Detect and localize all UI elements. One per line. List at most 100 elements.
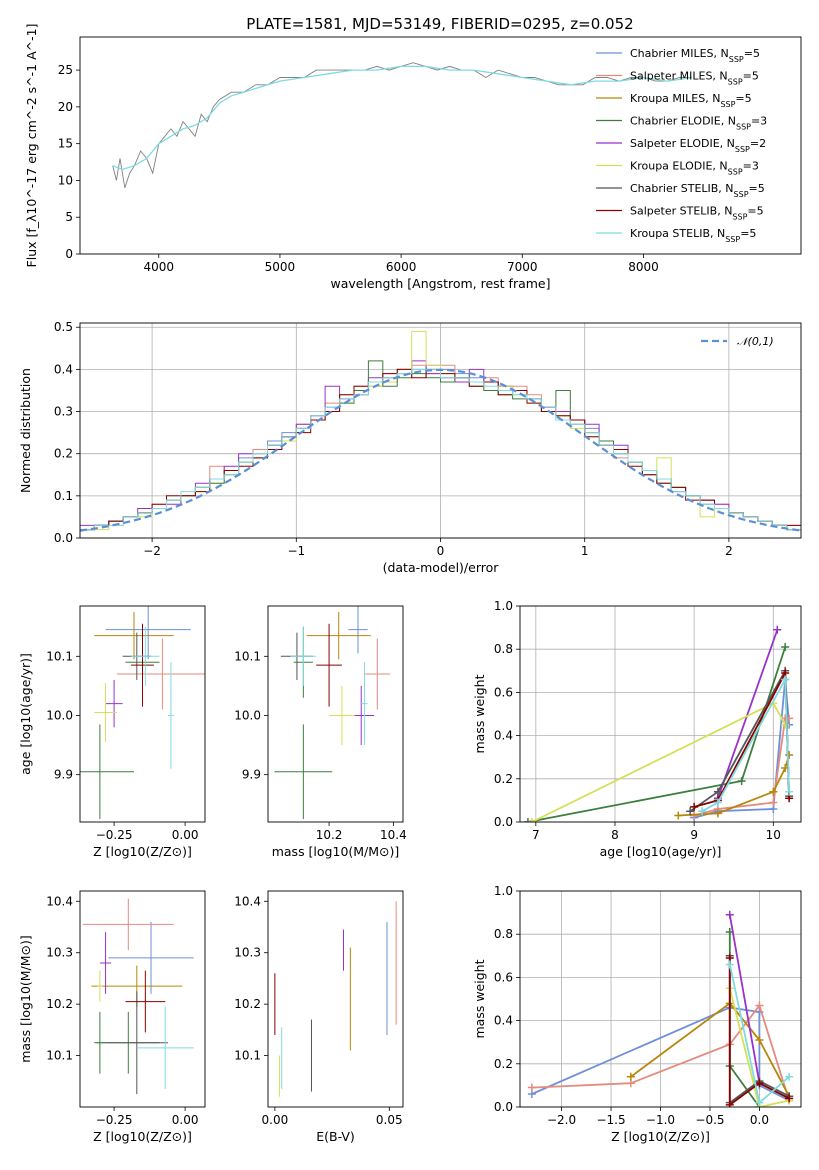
weight-marker-Kroupa MILES (626, 1072, 635, 1081)
x-tick-label: 5000 (265, 260, 296, 274)
weight-marker-Kroupa STELIB (781, 675, 790, 684)
legend-nssp: =3 (751, 115, 767, 128)
y-tick-label: 0 (65, 247, 73, 261)
weight-marker-Kroupa ELODIE (781, 720, 790, 729)
weight-marker-Chabrier ELODIE (781, 643, 790, 652)
x-tick-label: 10.2 (316, 828, 343, 842)
y-tick-label: 0.4 (494, 729, 513, 743)
x-tick-label: 7 (532, 828, 540, 842)
y-tick-label: 10 (58, 173, 73, 187)
plot-area (274, 901, 397, 1097)
spectrum-line-model (112, 65, 692, 171)
chart-mass-weight-vs-age: 7 8 9 10 0.0 0.2 0.4 0.6 0.8 1.0 age [log10(age/yr… (472, 599, 802, 859)
y-tick-label: 9.9 (54, 768, 73, 782)
legend-entry: Kroupa MILES, NSSP=5 (630, 92, 752, 109)
x-tick-label: 0.00 (172, 828, 199, 842)
y-tick-label: 10.2 (46, 997, 73, 1011)
legend-nssp: =5 (747, 205, 763, 218)
y-tick-label: 10.1 (46, 1049, 73, 1063)
x-tick-label: 4000 (143, 260, 174, 274)
legend-subscript: SSP (728, 77, 743, 86)
x-tick-label: 10.4 (380, 828, 407, 842)
y-tick-label: 0.8 (494, 927, 513, 941)
y-tick-label: 10.0 (234, 708, 261, 722)
axes-frame (79, 322, 802, 539)
x-tick-label: 6000 (386, 260, 417, 274)
x-tick-label: 10 (766, 828, 781, 842)
weight-marker-Salpeter STELIB (755, 1079, 764, 1088)
weight-line-Salpeter ELODIE (728, 914, 761, 1084)
legend-entry: Salpeter STELIB, NSSP=5 (630, 205, 764, 222)
x-tick-label: 0.05 (376, 1113, 403, 1127)
x-axis-label: E(B-V) (316, 1129, 355, 1144)
y-tick-label: 0.4 (494, 1014, 513, 1028)
x-tick-label: 0.00 (172, 1113, 199, 1127)
legend-entry: Kroupa STELIB, NSSP=5 (630, 227, 756, 244)
weight-marker-Kroupa STELIB (713, 798, 722, 807)
y-axis-label: mass weight (472, 959, 487, 1038)
chart-age-vs-Z: −0.25 0.00 9.9 10.0 10.1 Z [log10(Z/Z⊙)] age [… (18, 605, 206, 859)
legend-subscript: SSP (734, 190, 749, 199)
y-tick-label: 1.0 (494, 599, 513, 613)
y-tick-label: 0.1 (54, 489, 73, 503)
legend-subscript: SSP (732, 212, 747, 221)
figure-title: PLATE=1581, MJD=53149, FIBERID=0295, z=0… (246, 15, 633, 33)
weight-marker-Kroupa STELIB (725, 960, 734, 969)
axes-frame (79, 605, 206, 823)
x-axis-label: Z [log10(Z/Z⊙)] (93, 844, 192, 859)
y-axis-label: age [log10(age/yr)] (18, 653, 33, 775)
x-axis-label: Z [log10(Z/Z⊙)] (611, 1129, 710, 1144)
axes-frame (267, 890, 404, 1108)
x-tick-label: 2 (725, 544, 733, 558)
weight-marker-Kroupa MILES (755, 1036, 764, 1045)
weight-marker-Kroupa STELIB (698, 807, 707, 816)
weight-marker-Chabrier STELIB (713, 787, 722, 796)
plot-area (82, 898, 194, 1095)
x-tick-label: −1.5 (596, 1113, 625, 1127)
y-tick-label: 0.6 (494, 685, 513, 699)
x-tick-label: −1.0 (646, 1113, 675, 1127)
y-tick-label: 10.1 (234, 1049, 261, 1063)
y-tick-label: 0.0 (494, 1100, 513, 1114)
chart-spectrum: 4000 5000 6000 7000 8000 0 5 10 15 20 25 wavelength… (24, 24, 802, 291)
x-tick-label: 8000 (628, 260, 659, 274)
axes-frame (79, 36, 802, 255)
weight-marker-Kroupa STELIB (785, 1072, 794, 1081)
legend-nssp: =5 (740, 227, 756, 240)
y-tick-label: 0.2 (494, 772, 513, 786)
y-tick-label: 15 (58, 137, 73, 151)
x-axis-label: Z [log10(Z/Z⊙)] (93, 1129, 192, 1144)
weight-marker-Salpeter STELIB (725, 1100, 734, 1107)
weight-marker-Chabrier STELIB (686, 807, 695, 816)
weight-marker-Kroupa STELIB (755, 1098, 764, 1107)
normal-curve (80, 368, 801, 532)
axes-frame (79, 890, 206, 1108)
plot-area (274, 606, 391, 820)
y-tick-label: 5 (65, 210, 73, 224)
y-tick-label: 0.4 (54, 362, 73, 376)
x-tick-label: −1 (287, 544, 305, 558)
plot-area (527, 910, 794, 1107)
chart-mass-weight-vs-Z: −2.0 −1.5 −1.0 −0.5 0.0 0.0 0.2 0.4 0.6 0.8 1.0 Z [… (472, 884, 802, 1144)
legend-nssp: =5 (743, 70, 759, 83)
weight-line-Kroupa STELIB (701, 676, 790, 812)
axes-frame (267, 605, 404, 823)
x-tick-label: 0.0 (750, 1113, 769, 1127)
x-tick-label: 0.00 (262, 1113, 289, 1127)
x-tick-label: −0.25 (96, 1113, 133, 1127)
y-axis-label: Flux [f_λ10^-17 erg cm^-2 s^-1 A^-1] (24, 24, 39, 268)
weight-marker-Salpeter ELODIE (773, 625, 782, 634)
weight-marker-Kroupa MILES (674, 811, 683, 820)
axes-frame (519, 890, 802, 1108)
y-axis-label: Normed distribution (18, 368, 33, 493)
y-tick-label: 10.4 (46, 894, 73, 908)
legend-subscript: SSP (735, 145, 750, 154)
y-tick-label: 10.3 (234, 946, 261, 960)
weight-marker-Chabrier ELODIE (737, 776, 746, 785)
x-tick-label: 1 (581, 544, 589, 558)
weight-marker-Kroupa STELIB (785, 787, 794, 796)
legend-entry: Chabrier ELODIE, NSSP=3 (630, 115, 767, 132)
y-tick-label: 25 (58, 63, 73, 77)
y-tick-label: 20 (58, 100, 73, 114)
